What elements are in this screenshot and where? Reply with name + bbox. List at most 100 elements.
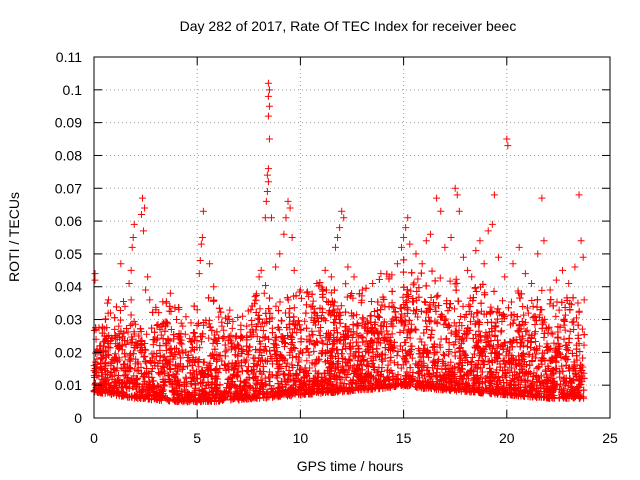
data-point — [402, 352, 410, 360]
data-point — [248, 302, 256, 310]
data-point — [361, 375, 369, 383]
data-point — [253, 380, 261, 388]
data-point — [218, 357, 226, 365]
data-point — [162, 340, 170, 348]
data-point — [480, 310, 488, 318]
data-point — [220, 361, 228, 369]
data-point — [127, 311, 135, 319]
data-point — [409, 281, 417, 289]
data-point — [415, 358, 423, 366]
data-point — [317, 324, 325, 332]
data-point — [408, 269, 416, 277]
data-point — [174, 377, 182, 385]
data-point — [575, 307, 583, 315]
data-point — [448, 379, 456, 387]
data-point — [190, 329, 198, 337]
data-point — [156, 370, 164, 378]
data-point — [436, 274, 444, 282]
data-point — [402, 338, 410, 346]
data-point — [342, 308, 350, 316]
data-point — [228, 359, 236, 367]
data-point — [528, 332, 536, 340]
data-point — [412, 326, 420, 334]
data-point — [330, 340, 338, 348]
data-point — [528, 358, 536, 366]
data-point — [542, 370, 550, 378]
data-point — [562, 374, 570, 382]
data-point — [205, 361, 213, 369]
data-point — [356, 361, 364, 369]
data-point — [362, 347, 370, 355]
data-point — [531, 328, 539, 336]
data-point — [301, 317, 309, 325]
data-point — [541, 378, 549, 386]
data-point — [475, 327, 483, 335]
data-point — [302, 301, 310, 309]
data-point — [225, 366, 233, 374]
data-point — [451, 338, 459, 346]
data-point — [125, 356, 133, 364]
data-point — [215, 313, 223, 321]
data-point — [413, 306, 421, 314]
data-point — [310, 347, 318, 355]
data-point — [291, 344, 299, 352]
data-point — [307, 303, 315, 311]
data-point — [427, 334, 435, 342]
data-point — [359, 315, 367, 323]
data-point — [397, 316, 405, 324]
data-point — [549, 370, 557, 378]
data-point — [501, 312, 509, 320]
data-point — [491, 331, 499, 339]
data-point — [515, 328, 523, 336]
data-point — [167, 366, 175, 374]
data-point — [341, 335, 349, 343]
data-point — [578, 325, 586, 333]
data-point — [558, 362, 566, 370]
data-point — [398, 317, 406, 325]
data-point — [458, 335, 466, 343]
data-point — [525, 350, 533, 358]
data-point — [297, 386, 305, 394]
chart-title: Day 282 of 2017, Rate Of TEC Index for r… — [180, 18, 517, 34]
data-point — [380, 295, 388, 303]
data-point — [243, 342, 251, 350]
data-point — [294, 362, 302, 370]
data-point — [456, 344, 464, 352]
data-point — [467, 360, 475, 368]
data-point — [430, 340, 438, 348]
data-point — [493, 344, 501, 352]
data-point — [479, 280, 487, 288]
data-point — [506, 338, 514, 346]
data-point — [332, 324, 340, 332]
data-point — [112, 378, 120, 386]
data-point — [217, 308, 225, 316]
data-point — [490, 342, 498, 350]
data-point — [141, 339, 149, 347]
data-point — [225, 315, 233, 323]
data-point — [499, 311, 507, 319]
data-point — [405, 316, 413, 324]
data-point — [552, 357, 560, 365]
data-point — [518, 318, 526, 326]
data-point — [516, 294, 524, 302]
data-point — [302, 345, 310, 353]
data-point — [256, 384, 264, 392]
data-point — [340, 380, 348, 388]
data-point — [365, 349, 373, 357]
data-point — [237, 334, 245, 342]
data-point — [216, 365, 224, 373]
data-point — [241, 358, 249, 366]
data-point — [191, 358, 199, 366]
data-point — [198, 366, 206, 374]
data-point — [240, 379, 248, 387]
data-point — [384, 361, 392, 369]
data-point — [397, 304, 405, 312]
data-point — [132, 338, 140, 346]
data-point — [134, 360, 142, 368]
data-point — [386, 357, 394, 365]
data-point — [453, 279, 461, 287]
data-point — [374, 378, 382, 386]
data-point — [190, 375, 198, 383]
data-point — [367, 325, 375, 333]
data-point — [296, 378, 304, 386]
